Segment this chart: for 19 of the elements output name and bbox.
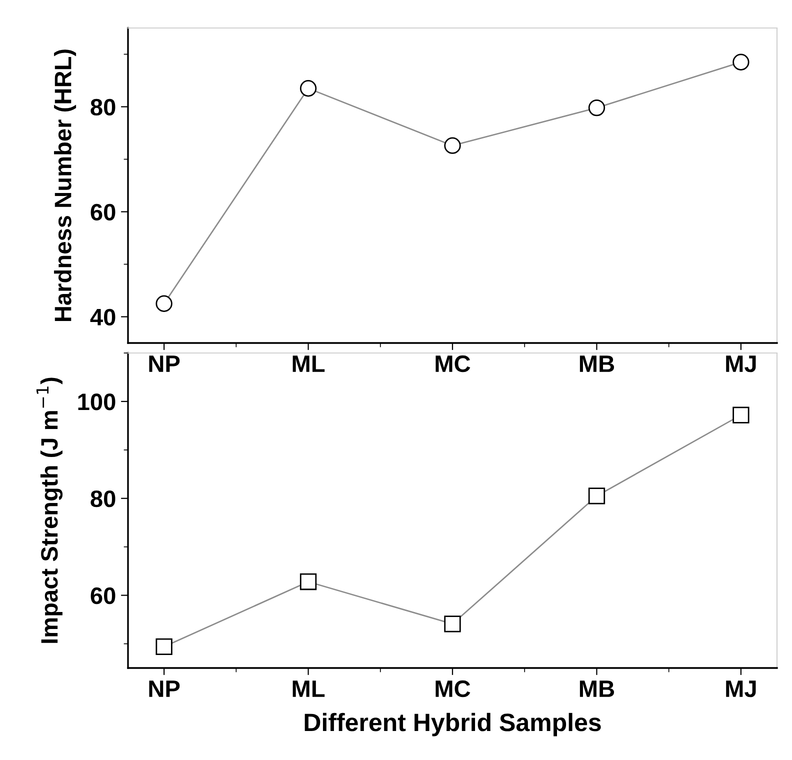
x-tick-label: MJ [726,356,756,372]
x-tick-label: MB [580,356,614,372]
x-tick-label: NP [149,680,180,697]
y-axis-title: Hardness Number (HRL) [54,50,76,322]
y-tick-label: 100 [78,394,116,410]
y-tick-label: 60 [90,587,116,604]
y-tick-label: 40 [90,308,116,326]
y-tick-label: 60 [90,204,116,221]
x-tick-label: MB [580,680,614,697]
x-axis-title: Different Hybrid Samples [304,712,601,736]
x-tick-label: MC [436,355,470,372]
y-axis-title: Impact Strength (J m$^{−1}$) [36,378,63,643]
x-tick-label: MC [436,680,470,698]
x-tick-label: NP [149,356,180,372]
x-tick-label: MJ [726,680,756,698]
y-tick-label: 80 [90,98,116,116]
x-tick-label: ML [292,680,325,697]
y-tick-label: 80 [90,490,116,508]
x-tick-label: ML [292,356,325,372]
